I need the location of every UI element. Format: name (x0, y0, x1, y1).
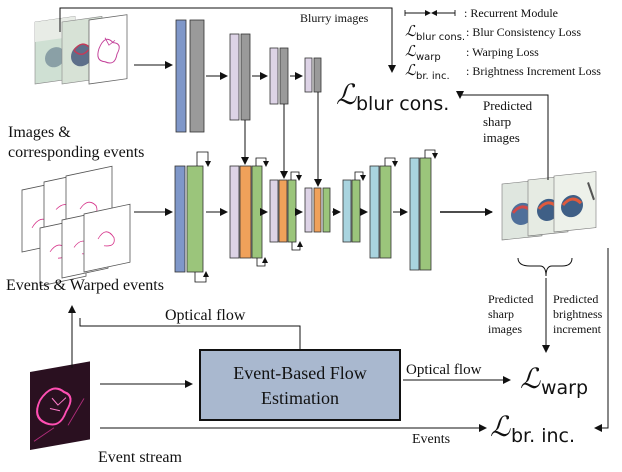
legend-warp-sub: warp (416, 52, 441, 63)
label-events: Events (412, 432, 450, 447)
legend: : Recurrent Module ℒ blur cons. : Blur C… (405, 6, 601, 82)
label-pred-sharp-bot-3: images (488, 322, 522, 336)
layer-lav-b2 (270, 180, 278, 242)
flow-box-subtitle: Estimation (261, 388, 339, 408)
recurrent-symbol (405, 10, 455, 16)
layer-orange-b3 (314, 188, 321, 232)
label-images-events-1: Images & (8, 124, 71, 141)
layer-gray-top1 (241, 34, 250, 120)
label-pred-sharp-top-3: images (483, 130, 520, 145)
layer-lav-top1 (230, 34, 239, 120)
label-pred-bright-3: increment (553, 322, 602, 336)
loss-warp-subscript: warp (541, 377, 588, 399)
legend-bri-sub: br. inc. (416, 71, 450, 82)
label-pred-sharp-top-1: Predicted (483, 98, 533, 113)
loss-bri-symbol: ℒ (490, 412, 511, 443)
label-pred-sharp-bot-2: sharp (488, 307, 514, 321)
layer-green-b4 (352, 180, 360, 242)
layer-gray-top (190, 20, 204, 132)
layer-lav-b1 (230, 166, 239, 258)
loss-warp-symbol: ℒ (520, 364, 541, 395)
predicted-sharp-images (502, 172, 596, 240)
legend-bri-desc: : Brightness Increment Loss (466, 64, 601, 78)
layer-gray-top2 (280, 48, 288, 104)
label-pred-sharp-top-2: sharp (483, 114, 511, 129)
legend-warp-desc: : Warping Loss (466, 45, 539, 59)
layer-green-b3 (323, 188, 330, 232)
legend-blur-desc: : Blur Consistency Loss (466, 25, 581, 39)
legend-blur-sub: blur cons. (416, 32, 465, 43)
layer-green-b5 (380, 166, 391, 258)
flow-box-rect (200, 350, 400, 420)
event-stream-image (30, 361, 90, 450)
label-blurry-images: Blurry images (300, 11, 369, 25)
layer-green-b1 (252, 166, 262, 258)
layer-green-b2 (288, 180, 296, 242)
label-events-warped: Events & Warped events (6, 277, 164, 294)
loss-bri-subscript: br. inc. (511, 425, 575, 447)
label-optical-flow-top: Optical flow (165, 307, 246, 324)
layer-blue-bottom (175, 166, 185, 272)
layer-cyan-b6 (410, 158, 419, 270)
layer-blue-top (176, 20, 186, 132)
layer-orange-b1 (240, 166, 251, 258)
loss-blur-symbol: ℒ (336, 80, 357, 111)
layer-lav-top3 (305, 58, 312, 92)
label-images-events-2: corresponding events (8, 144, 144, 161)
network-bottom-branch (175, 158, 431, 272)
layer-green-b6 (420, 158, 431, 270)
layer-lav-b3 (305, 188, 312, 232)
layer-gray-top3 (314, 58, 321, 92)
layer-orange-b2 (279, 180, 287, 242)
label-optical-flow-right: Optical flow (406, 362, 482, 378)
legend-recurrent: : Recurrent Module (464, 6, 558, 20)
flow-estimation-box: Event-Based Flow Estimation (200, 350, 400, 420)
label-pred-bright-2: brightness (553, 307, 603, 321)
layer-cyan-b5 (370, 166, 379, 258)
label-pred-sharp-bot-1: Predicted (488, 292, 533, 306)
layer-green-bottom (187, 166, 203, 272)
layer-lav-top2 (270, 48, 278, 104)
blurry-image-stack (35, 15, 127, 84)
events-warped-stack (22, 166, 130, 286)
loss-blur-subscript: blur cons. (356, 93, 449, 115)
layer-cyan-b4 (343, 180, 351, 242)
flow-box-title: Event-Based Flow (233, 363, 366, 383)
label-event-stream: Event stream (98, 449, 183, 466)
label-pred-bright-1: Predicted (553, 292, 598, 306)
